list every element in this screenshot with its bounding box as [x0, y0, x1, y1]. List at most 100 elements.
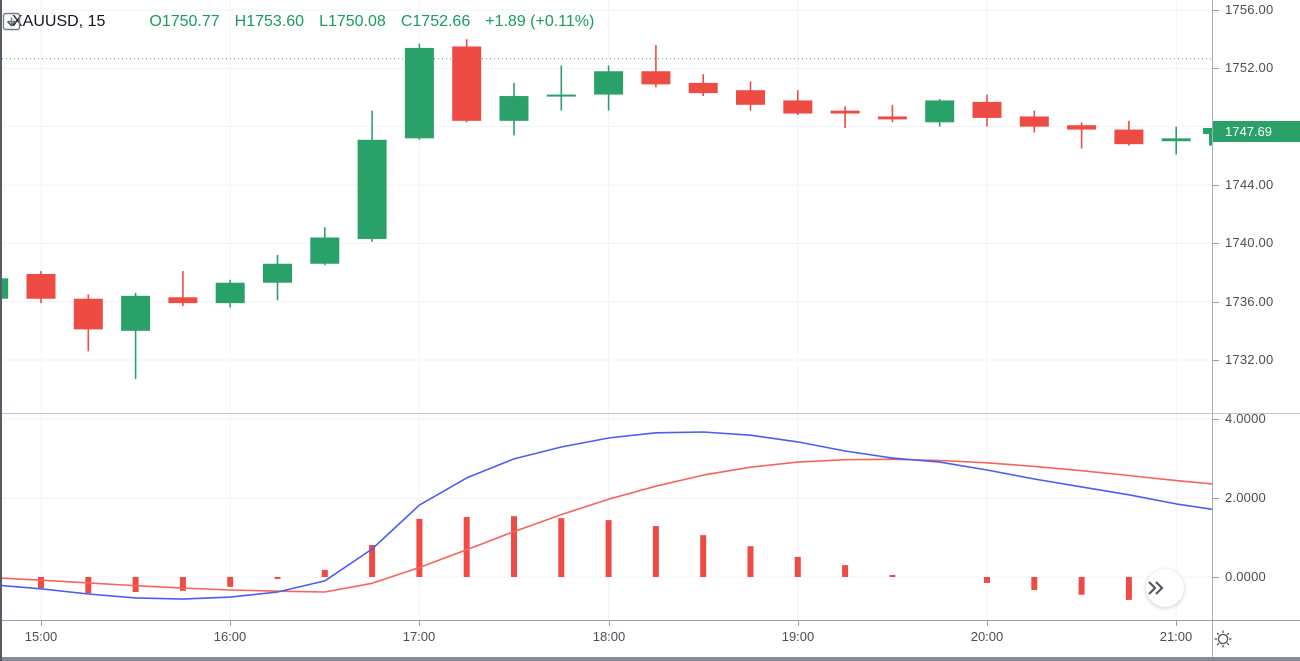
window-bottom-edge — [2, 657, 1300, 661]
price-tick-label: 0.0000 — [1225, 569, 1266, 584]
time-axis-tick — [609, 621, 610, 626]
candle-19:15 — [830, 106, 860, 129]
candle-16:30 — [310, 227, 340, 266]
macd-histogram-bar — [984, 577, 990, 583]
pane-divider[interactable] — [2, 413, 1300, 414]
price-tick-label: 2.0000 — [1225, 490, 1266, 505]
candle-18:30 — [688, 74, 718, 97]
ohlc-values: O1750.77 H1753.60 L1750.08 C1752.66 — [149, 13, 470, 31]
macd-histogram-bar — [794, 556, 801, 577]
price-axis-tick — [1213, 185, 1219, 186]
ohlc-close: C1752.66 — [400, 13, 471, 30]
candle-15:30 — [121, 292, 151, 379]
macd-histogram-bar — [132, 577, 139, 593]
macd-histogram-bar — [889, 575, 896, 577]
last-price-tick — [1203, 128, 1212, 135]
add-symbol-icon[interactable] — [2, 12, 22, 32]
candle-21:00 — [1161, 126, 1191, 155]
macd-histogram-bar — [605, 520, 612, 577]
price-axis-tick — [1213, 68, 1219, 69]
candle-15:15 — [73, 294, 103, 352]
price-tick-label: 1744.00 — [1225, 177, 1274, 192]
candle-16:45 — [357, 110, 387, 242]
macd-histogram-bar — [511, 516, 517, 577]
price-axis-tick — [1213, 577, 1219, 578]
candle-21:15 — [1209, 131, 1212, 146]
candle-20:30 — [1067, 122, 1097, 149]
candle-15:45 — [168, 271, 198, 307]
time-tick-label: 18:00 — [592, 629, 626, 644]
price-tick-label: 1740.00 — [1225, 235, 1274, 250]
macd-histogram-bar — [558, 518, 565, 577]
candle-20:15 — [1019, 110, 1049, 133]
macd-histogram-bar — [85, 577, 92, 594]
chart-settings-icon[interactable] — [1213, 629, 1233, 649]
time-axis-tick — [1176, 621, 1177, 626]
macd-pane[interactable] — [2, 413, 1212, 620]
macd-histogram-bar — [274, 577, 281, 579]
double-chevron-right-icon — [1148, 581, 1164, 595]
candle-17:00 — [404, 43, 434, 140]
time-axis-divider — [2, 620, 1300, 621]
macd-histogram-bar — [416, 518, 423, 577]
time-tick-label: 19:00 — [781, 629, 815, 644]
price-axis-tick — [1213, 360, 1219, 361]
last-price-label: 1747.69 — [1213, 121, 1300, 142]
macd-histogram-bar — [1078, 577, 1085, 595]
candle-18:15 — [641, 44, 671, 88]
time-tick-label: 17:00 — [402, 629, 436, 644]
ohlc-high: H1753.60 — [234, 13, 305, 30]
time-tick-label: 21:00 — [1159, 629, 1193, 644]
candle-20:45 — [1114, 120, 1144, 146]
price-axis-tick — [1213, 302, 1219, 303]
time-axis-tick — [419, 621, 420, 626]
price-tick-label: 1756.00 — [1225, 2, 1274, 17]
chevron-down-icon[interactable] — [6, 20, 17, 28]
price-tick-label: 1732.00 — [1225, 352, 1274, 367]
time-axis-tick — [987, 621, 988, 626]
candle-18:45 — [736, 81, 765, 111]
macd-histogram-bar — [842, 565, 849, 577]
macd-histogram-bar — [1031, 577, 1038, 591]
signal-line — [2, 458, 1212, 593]
macd-histogram-bar — [463, 516, 470, 577]
time-axis-tick — [230, 621, 231, 626]
time-axis-tick — [41, 621, 42, 626]
macd-histogram-bar — [179, 577, 186, 591]
time-axis-tick — [798, 621, 799, 626]
symbol-title[interactable]: XAUUSD, 15 — [12, 13, 106, 30]
price-axis[interactable]: 1747.69 1756.00 1752.00 1744.00 1740.00 1736… — [1212, 0, 1300, 657]
price-tick-label: 1752.00 — [1225, 60, 1274, 75]
candle-15:00 — [26, 271, 56, 304]
candle-19:00 — [783, 90, 813, 115]
candle-17:45 — [546, 65, 576, 111]
candle-18:00 — [594, 65, 624, 111]
macd-histogram-bar — [227, 577, 234, 587]
candle-19:45 — [925, 98, 955, 127]
macd-histogram-bar — [321, 569, 328, 577]
macd-histogram-bar — [747, 546, 754, 577]
candle-17:15 — [452, 39, 482, 123]
go-to-realtime-button[interactable] — [1146, 569, 1184, 607]
time-axis[interactable]: 15:00 16:00 17:00 18:00 19:00 20:00 21:00 — [2, 621, 1212, 657]
candle-19:30 — [877, 104, 907, 123]
price-change: +1.89 (+0.11%) — [485, 13, 595, 30]
candle-16:15 — [263, 254, 292, 301]
ohlc-open: O1750.77 — [149, 13, 220, 30]
time-tick-label: 20:00 — [970, 629, 1004, 644]
macd-histogram-bar — [369, 545, 376, 577]
axis-corner — [1213, 621, 1300, 657]
price-axis-tick — [1213, 419, 1219, 420]
price-pane[interactable] — [2, 0, 1212, 413]
price-axis-tick — [1213, 243, 1219, 244]
price-axis-tick — [1213, 498, 1219, 499]
time-tick-label: 16:00 — [213, 629, 247, 644]
chart-legend: XAUUSD, 15 O1750.77 H1753.60 L1750.08 C1… — [2, 0, 1212, 44]
macd-histogram-bar — [1125, 577, 1132, 600]
macd-histogram-bar — [700, 535, 707, 577]
macd-histogram-bar — [38, 577, 44, 589]
price-axis-tick — [1213, 10, 1219, 11]
candle-14:45 — [2, 278, 9, 299]
price-tick-label: 1736.00 — [1225, 294, 1274, 309]
